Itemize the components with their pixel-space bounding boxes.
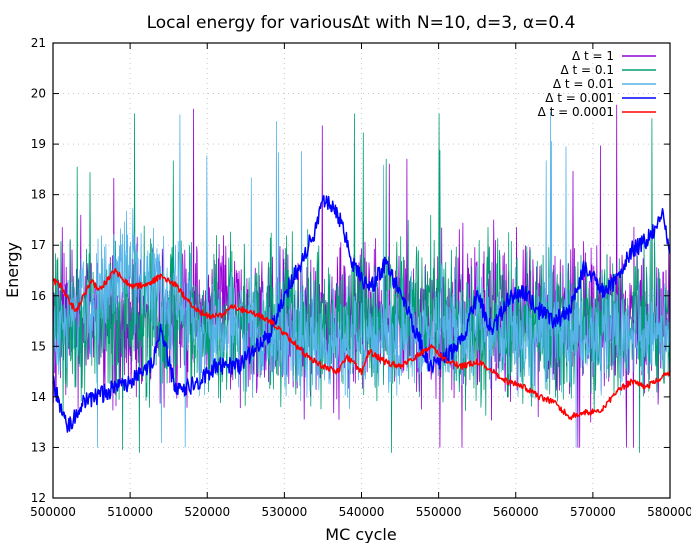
y-tick-label: 13 [31,440,46,454]
x-tick-label: 530000 [261,505,307,519]
y-tick-label: 14 [31,390,46,404]
x-tick-label: 500000 [30,505,76,519]
legend-label: Δ t = 0.001 [545,91,614,105]
y-tick-label: 17 [31,238,46,252]
x-tick-label: 510000 [107,505,153,519]
y-tick-label: 15 [31,339,46,353]
series-lines [52,104,671,453]
y-tick-label: 16 [31,289,46,303]
legend-label: Δ t = 0.1 [561,63,615,77]
legend-label: Δ t = 0.0001 [538,105,614,119]
chart-title: Local energy for variousΔt with N=10, d=… [147,13,576,33]
y-axis-label: Energy [3,242,22,298]
y-tick-label: 19 [31,137,46,151]
legend-label: Δ t = 1 [572,49,614,63]
x-axis-label: MC cycle [325,525,396,543]
grid [53,43,670,498]
x-tick-label: 560000 [493,505,539,519]
x-tick-label: 520000 [184,505,230,519]
x-tick-label: 570000 [570,505,616,519]
y-tick-label: 12 [31,491,46,505]
legend-label: Δ t = 0.01 [553,77,614,91]
y-tick-label: 18 [31,188,46,202]
axis-ticks: 500000 510000 520000 530000 540000 550000 5600… [30,36,691,519]
y-tick-label: 21 [31,36,46,50]
y-tick-label: 20 [31,87,46,101]
x-tick-label: 540000 [339,505,385,519]
x-tick-label: 580000 [647,505,691,519]
x-tick-label: 550000 [416,505,462,519]
series-line [52,267,671,421]
series-line [52,195,671,433]
